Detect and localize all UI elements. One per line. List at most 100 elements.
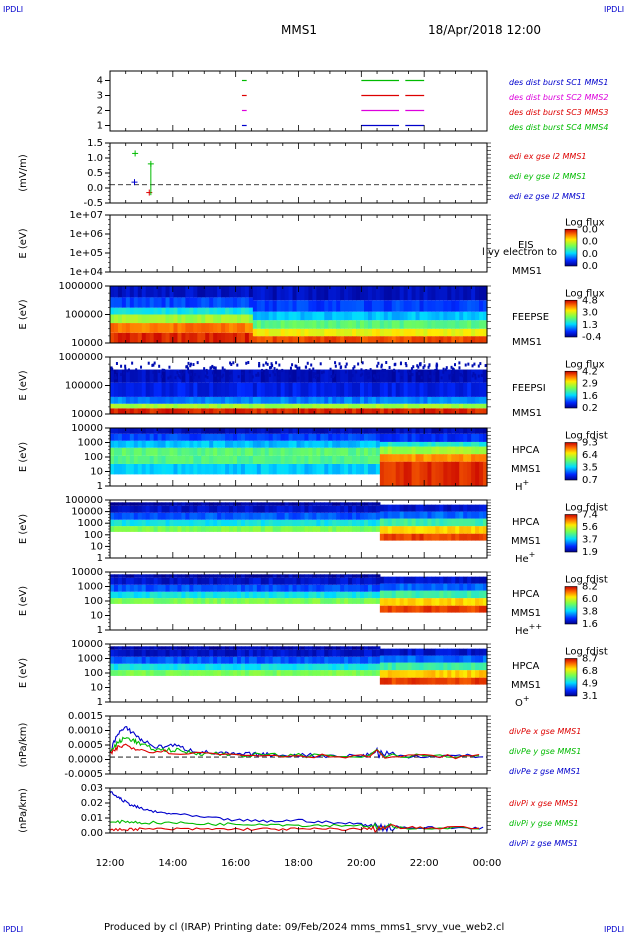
heatmap-cell — [165, 649, 171, 657]
heatmap-cell — [217, 408, 222, 414]
heatmap-cell — [209, 403, 214, 409]
heatmap-cell — [479, 446, 484, 455]
heatmap-cell — [125, 526, 131, 532]
heatmap-cell — [308, 649, 313, 657]
heatmap-cell — [244, 286, 250, 298]
heatmap-cell — [431, 648, 437, 656]
heatmap-cell — [193, 433, 198, 441]
y-axis-label: (mV/m) — [18, 154, 29, 192]
heatmap-cell — [419, 526, 425, 534]
heatmap-cell — [260, 574, 266, 578]
heatmap-cell — [161, 455, 167, 464]
heatmap-cell — [264, 396, 270, 404]
panel-frame — [109, 715, 488, 775]
heatmap-cell — [233, 369, 238, 383]
heatmap-cell — [312, 646, 317, 650]
heatmap-cell — [463, 533, 468, 541]
heatmap-cell — [201, 502, 206, 506]
heatmap-cell — [185, 526, 190, 532]
heatmap-cell — [180, 372, 183, 376]
heatmap-cell — [411, 336, 417, 343]
heatmap-cell — [431, 655, 437, 663]
heatmap-cell — [252, 598, 258, 604]
heatmap-cell — [177, 403, 183, 409]
heatmap-cell — [363, 519, 369, 527]
heatmap-cell — [233, 526, 238, 532]
heatmap-cell — [276, 646, 282, 650]
heatmap-cell — [110, 323, 115, 333]
heatmap-cell — [367, 591, 373, 599]
heatmap-cell — [419, 662, 425, 671]
heatmap-cell — [427, 454, 433, 462]
heatmap-cell — [240, 670, 246, 676]
heatmap-cell — [157, 663, 163, 671]
heatmap-cell — [133, 447, 139, 456]
heatmap-cell — [415, 670, 421, 678]
heatmap-cell — [189, 362, 192, 366]
heatmap-cell — [352, 526, 357, 532]
heatmap-cell — [320, 463, 325, 475]
heatmap-cell — [308, 396, 313, 404]
heatmap-cell — [360, 368, 363, 372]
heatmap-cell — [352, 433, 357, 441]
heatmap-cell — [451, 648, 456, 656]
heatmap-cell — [257, 373, 260, 377]
heatmap-cell — [117, 382, 123, 397]
heatmap-cell — [304, 382, 310, 397]
heatmap-cell — [399, 396, 405, 404]
heatmap-cell — [121, 519, 127, 527]
heatmap-cell — [467, 408, 472, 414]
species-label: He+ — [515, 550, 535, 565]
heatmap-cell — [276, 286, 282, 301]
heatmap-cell — [336, 382, 341, 397]
heatmap-cell — [113, 314, 119, 324]
heatmap-cell — [352, 670, 357, 676]
heatmap-cell — [300, 286, 306, 301]
heatmap-cell — [344, 646, 349, 650]
heatmap-cell — [471, 428, 476, 434]
heatmap-cell — [352, 584, 357, 592]
heatmap-cell — [169, 512, 175, 520]
heatmap-cell — [133, 408, 139, 414]
heatmap-cell — [443, 598, 448, 606]
heatmap-cell — [399, 662, 405, 671]
heatmap-cell — [475, 655, 480, 663]
heatmap-cell — [361, 361, 364, 365]
heatmap-cell — [312, 502, 317, 506]
panel-sublabel: MMS1 — [511, 608, 541, 619]
heatmap-cell — [161, 505, 167, 513]
heatmap-cell — [403, 446, 409, 455]
heatmap-cell — [344, 519, 349, 527]
colorbar — [564, 586, 578, 625]
heatmap-cell — [431, 336, 437, 343]
heatmap-cell — [439, 590, 444, 599]
heatmap-cell — [344, 584, 349, 592]
heatmap-cell — [225, 369, 230, 383]
heatmap-cell — [375, 505, 381, 513]
heatmap-cell — [363, 646, 369, 650]
heatmap-cell — [427, 433, 433, 442]
heatmap-cell — [165, 455, 171, 464]
heatmap-cell — [447, 605, 452, 613]
heatmap-cell — [141, 574, 147, 578]
heatmap-cell — [423, 441, 429, 447]
heatmap-cell — [411, 583, 417, 591]
heatmap-cell — [121, 526, 127, 532]
heatmap-cell — [336, 440, 341, 448]
heatmap-cell — [483, 382, 488, 397]
heatmap-cell — [399, 461, 405, 486]
heatmap-cell — [408, 372, 411, 376]
heatmap-cell — [181, 670, 186, 676]
heatmap-cell — [288, 598, 294, 604]
heatmap-cell — [336, 577, 341, 585]
heatmap-cell — [387, 454, 393, 462]
heatmap-cell — [395, 433, 401, 442]
heatmap-cell — [272, 649, 278, 657]
heatmap-cell — [363, 428, 369, 434]
heatmap-cell — [161, 591, 167, 599]
heatmap-cell — [236, 574, 242, 578]
heatmap-cell — [391, 311, 397, 321]
ytick-label: 1.5 — [87, 138, 103, 149]
heatmap-cell — [296, 328, 302, 337]
heatmap-cell — [435, 441, 440, 447]
